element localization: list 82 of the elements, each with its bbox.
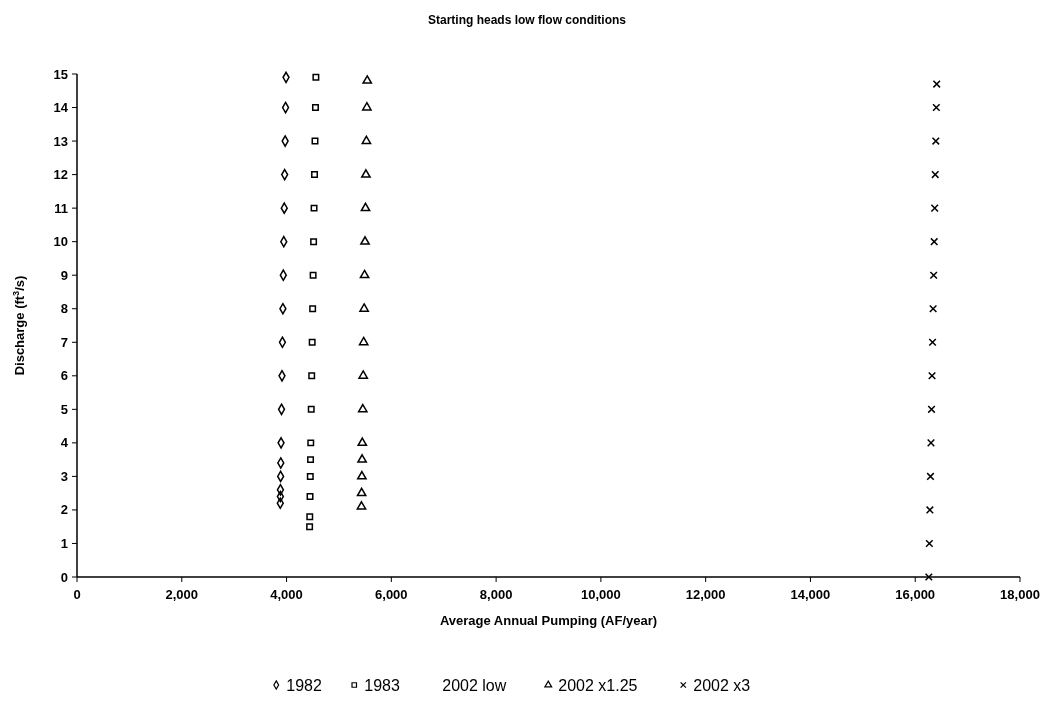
x-tick-label: 8,000 <box>479 587 513 602</box>
y-tick-label: 10 <box>53 234 68 250</box>
legend-label: 1982 <box>286 676 322 694</box>
point <box>357 454 368 463</box>
y-tick-label: 3 <box>60 468 68 484</box>
point <box>362 75 373 84</box>
point <box>356 501 367 510</box>
x-tick-label: 10,000 <box>581 587 621 602</box>
point <box>357 437 368 447</box>
y-tick-label: 13 <box>53 133 68 149</box>
point <box>359 269 370 279</box>
point <box>307 405 315 413</box>
point <box>361 135 372 145</box>
point <box>308 372 316 380</box>
point <box>926 472 935 481</box>
point <box>306 472 314 480</box>
point <box>925 539 934 548</box>
x-tick-label: 12,000 <box>685 587 726 602</box>
point <box>306 493 314 501</box>
point <box>359 303 370 312</box>
x-tick-label: 16,000 <box>895 587 936 602</box>
point <box>929 304 938 313</box>
y-tick-label: 5 <box>60 401 68 417</box>
x-tick-label: 2,000 <box>165 587 199 602</box>
y-tick-label: 12 <box>53 167 68 183</box>
point <box>361 169 371 178</box>
y-tick-label: 2 <box>60 502 68 518</box>
point <box>311 137 319 145</box>
point <box>311 171 319 179</box>
y-tick-label: 4 <box>60 435 69 451</box>
point <box>307 456 315 464</box>
chart-title: Starting heads low flow conditions <box>427 13 627 27</box>
x-tick-label: 14,000 <box>790 587 831 602</box>
point <box>308 338 316 346</box>
y-tick-label: 9 <box>60 267 68 283</box>
point <box>310 204 318 212</box>
point <box>356 470 367 480</box>
point <box>929 271 938 280</box>
point <box>312 73 320 81</box>
y-tick-label: 1 <box>60 536 68 552</box>
point <box>311 104 319 112</box>
point <box>358 370 369 379</box>
point <box>930 237 939 246</box>
point <box>932 80 941 89</box>
point <box>310 238 318 246</box>
legend-label: 2002 low <box>442 676 507 694</box>
point <box>357 403 368 413</box>
point <box>930 204 939 213</box>
x-tick-label: 18,000 <box>1000 587 1040 602</box>
y-tick-label: 8 <box>60 301 68 317</box>
point <box>924 572 933 582</box>
x-axis-title: Average Annual Pumping (AF/year) <box>439 613 658 628</box>
point <box>360 202 371 212</box>
legend-label: 1983 <box>364 676 400 694</box>
point <box>360 236 370 245</box>
y-tick-label: 14 <box>53 100 69 116</box>
point <box>358 336 369 346</box>
point <box>931 137 940 146</box>
point <box>932 103 941 112</box>
point <box>361 101 372 111</box>
point <box>309 305 317 313</box>
point <box>307 439 315 447</box>
point <box>356 487 367 497</box>
point <box>931 170 940 179</box>
y-tick-label: 6 <box>60 368 68 384</box>
y-tick-label: 11 <box>54 200 68 216</box>
y-tick-label: 15 <box>53 66 68 82</box>
point <box>306 513 314 521</box>
point <box>306 523 314 531</box>
y-tick-label: 0 <box>60 569 68 585</box>
y-tick-label: 7 <box>60 334 68 350</box>
x-tick-label: 0 <box>73 587 81 602</box>
x-tick-label: 4,000 <box>270 587 303 602</box>
x-tick-label: 6,000 <box>375 587 408 602</box>
legend-label: 2002 x1.25 <box>558 676 638 694</box>
point <box>927 405 936 414</box>
point <box>309 271 317 279</box>
point <box>926 438 936 447</box>
legend-label: 2002 x3 <box>693 676 751 694</box>
point <box>925 505 934 514</box>
point <box>928 338 937 347</box>
point <box>928 371 937 380</box>
